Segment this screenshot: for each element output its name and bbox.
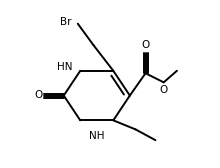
Text: O: O [34,90,42,100]
Text: NH: NH [89,131,104,141]
Text: O: O [160,85,168,95]
Text: O: O [141,40,150,50]
Text: Br: Br [60,17,71,27]
Text: HN: HN [57,62,73,72]
